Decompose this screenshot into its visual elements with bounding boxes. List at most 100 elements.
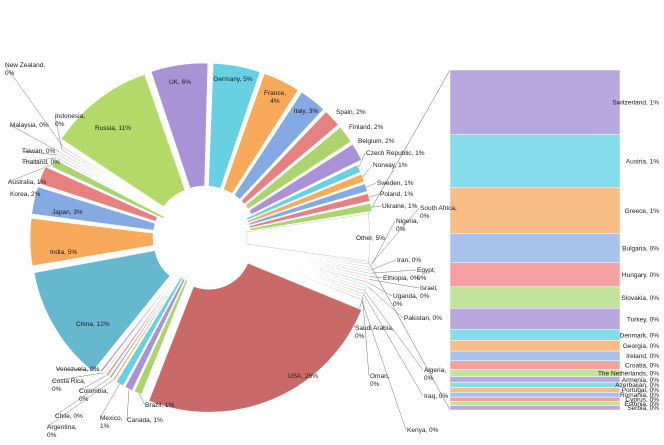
- slice-nigeria: [249, 245, 372, 269]
- bar-label-armenia: Armenia, 0%: [622, 377, 659, 384]
- bar-label-serbia: Serbia, 0%: [627, 405, 659, 412]
- connector-bottom: [368, 261, 451, 411]
- leader-pakistan: [366, 284, 404, 319]
- leader-malaysia: [9, 124, 61, 153]
- connector-top: [367, 69, 451, 214]
- label-malaysia: Malaysia, 0%: [10, 122, 49, 129]
- bar-segment-ireland: [449, 350, 621, 361]
- label-mexico: Mexico, 1%: [100, 415, 123, 430]
- label-pakistan: Pakistan, 0%: [404, 315, 442, 322]
- leader-argentina: [46, 379, 115, 428]
- leader-nigeria: [370, 220, 396, 268]
- slice-poland: [249, 193, 371, 229]
- label-chile: Chile, 0%: [55, 413, 83, 420]
- label-ethiopia: Ethiopia, 0%: [383, 275, 420, 282]
- bar-segment-cyprus: [449, 396, 621, 402]
- bar-label-austria: Austria, 1%: [626, 158, 659, 165]
- label-australia: Australia, 1%: [8, 179, 47, 186]
- slice-czech-republic: [246, 164, 362, 221]
- label-india: India, 5%: [50, 249, 77, 256]
- label-saudi-arabia: Saudi Arabia, 0%: [355, 325, 394, 340]
- leader-norway: [361, 164, 373, 179]
- label-israel: Israel, 0%: [420, 285, 438, 300]
- slice-ukraine: [249, 202, 373, 231]
- leader-poland: [367, 193, 380, 198]
- leader-australia: [7, 163, 55, 183]
- bar-label-turkey: Turkey, 0%: [627, 316, 659, 323]
- bar-label-cyprus: Cyprus, 0%: [625, 397, 659, 404]
- leader-ethiopia: [368, 276, 383, 279]
- label-spain: Spain, 2%: [336, 109, 366, 116]
- slice-ethiopia: [249, 247, 371, 278]
- bar-segment-azerbaijan: [449, 381, 621, 388]
- slice-oman: [247, 253, 364, 298]
- slice-malaysia: [58, 151, 166, 216]
- leader-mexico: [99, 382, 121, 419]
- label-sweden: Sweden, 1%: [377, 180, 414, 187]
- slice-uganda: [248, 249, 369, 284]
- slice-korea: [38, 166, 158, 222]
- slice-venezuela: [99, 273, 178, 373]
- label-thailand: Thailand, 0%: [22, 159, 60, 166]
- slice-brazil: [133, 279, 189, 396]
- label-iraq: Iraq, 0%: [424, 393, 448, 400]
- slice-france: [222, 73, 299, 195]
- slice-india: [29, 217, 154, 267]
- label-iran: Iran, 0%: [397, 257, 421, 264]
- slice-japan: [31, 186, 156, 231]
- bar-segment-estonia: [449, 401, 621, 406]
- bar-label-switzerland: Switzerland, 1%: [612, 99, 659, 106]
- slice-russia: [60, 73, 186, 208]
- bar-segment-portugal: [449, 387, 621, 393]
- label-usa: USA, 26%: [288, 373, 318, 380]
- label-venezuela: Venezuela, 0%: [56, 366, 100, 373]
- slice-australia: [51, 159, 165, 219]
- bar-label-denmark: Denmark, 0%: [620, 332, 660, 339]
- leader-colombia: [78, 374, 108, 392]
- slice-costa-rica: [103, 274, 179, 375]
- leader-israel: [367, 278, 420, 289]
- bar-segment-turkey: [449, 308, 621, 330]
- label-costa-rica: Costa Rica, 0%: [52, 378, 86, 393]
- bar-label-hungary: Hungary, 0%: [622, 272, 659, 279]
- slice-other: [246, 213, 371, 262]
- label-brazil: Brazil, 1%: [145, 402, 174, 409]
- label-norway: Norway, 1%: [373, 162, 408, 169]
- bar-label-georgia: Georgia, 0%: [623, 343, 659, 350]
- leader-uganda: [367, 281, 393, 297]
- slice-canada: [124, 278, 186, 391]
- label-oman: Oman, 0%: [370, 373, 390, 388]
- label-other: Other, 5%: [356, 235, 385, 242]
- label-taiwan: Taiwan, 0%: [22, 148, 55, 155]
- label-indonesia: Indonesia, 0%: [55, 113, 85, 128]
- label-uganda: Uganda, 0%: [393, 293, 418, 308]
- slice-saudi-arabia: [248, 251, 367, 290]
- slice-iran: [249, 246, 372, 272]
- label-poland: Poland, 1%: [380, 191, 413, 198]
- leader-iraq: [363, 293, 424, 397]
- bar-label-ireland: Ireland, 0%: [626, 353, 659, 360]
- bar-label-bulgaria: Bulgaria, 0%: [622, 245, 659, 252]
- slice-kenya: [247, 254, 363, 301]
- leader-iran: [369, 259, 397, 271]
- bar-label-romania: Romania, 0%: [620, 392, 659, 399]
- pie-slices: [29, 62, 373, 413]
- slice-iraq: [247, 252, 365, 295]
- label-kenya: Kenya, 0%: [407, 427, 439, 434]
- bar-segment-denmark: [449, 329, 621, 341]
- label-finland: Finland, 2%: [349, 124, 384, 131]
- bar-segment-austria: [449, 134, 621, 189]
- label-china: China, 12%: [76, 321, 110, 328]
- label-uk: UK, 6%: [169, 79, 191, 86]
- bar-segment-hungary: [449, 262, 621, 288]
- bar-segment-bulgaria: [449, 233, 621, 264]
- bar-label-slovakia: Slovakia, 0%: [621, 295, 659, 302]
- slice-mexico: [115, 276, 184, 387]
- label-colombia: Colombia, 0%: [79, 388, 108, 403]
- slice-norway: [247, 173, 365, 223]
- label-argentina: Argentina, 0%: [47, 424, 77, 439]
- bar-label-the-netherlands: The Netherlands, 0%: [598, 370, 659, 377]
- leader-brazil: [138, 392, 146, 406]
- bar-label-estonia: Estonia, 0%: [624, 401, 659, 408]
- leader-canada: [126, 387, 130, 421]
